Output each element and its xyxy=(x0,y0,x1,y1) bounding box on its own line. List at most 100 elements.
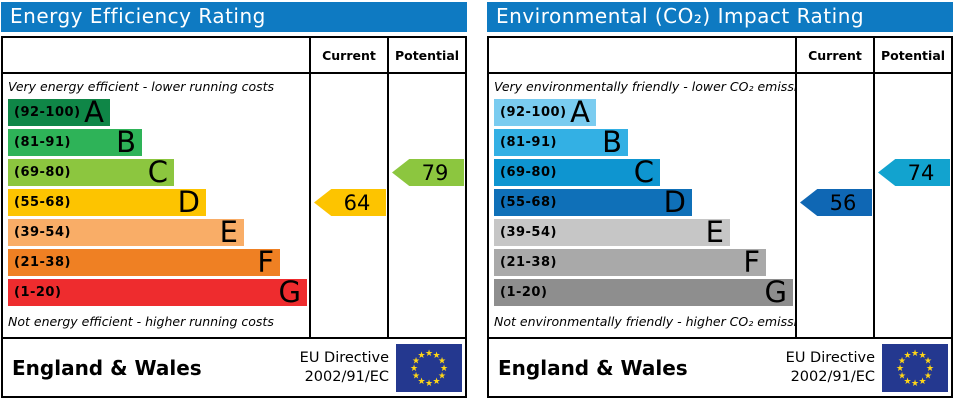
energy-bottom-caption: Not energy efficient - higher running co… xyxy=(8,314,274,329)
band-range-label: (1-20) xyxy=(500,285,548,300)
environmental-band-scale: Very environmentally friendly - lower CO… xyxy=(489,74,795,337)
band-row: (55-68) D xyxy=(494,188,795,217)
svg-text:★: ★ xyxy=(911,379,919,389)
environmental-band-c-bar: (69-80) C xyxy=(494,155,660,189)
band-row: (92-100) A xyxy=(8,95,309,129)
svg-text:★: ★ xyxy=(924,371,932,381)
energy-region-label: England & Wales xyxy=(12,355,202,380)
environmental-current-value: 56 xyxy=(829,190,857,215)
svg-text:★: ★ xyxy=(918,351,926,361)
band-range-label: (69-80) xyxy=(14,165,71,180)
energy-potential-column-header: Potential xyxy=(387,38,465,72)
energy-current-arrow: 64 xyxy=(314,189,386,216)
energy-potential-arrow: 79 xyxy=(392,159,464,186)
band-letter-label: B xyxy=(602,125,622,159)
eu-directive-line1: EU Directive xyxy=(785,349,875,366)
band-range-label: (81-91) xyxy=(14,135,71,150)
svg-text:★: ★ xyxy=(425,349,433,359)
band-row: (69-80) C xyxy=(494,155,795,189)
band-letter-label: F xyxy=(257,245,274,279)
band-row: (81-91) B xyxy=(494,125,795,159)
environmental-potential-value: 74 xyxy=(907,160,935,185)
band-range-label: (92-100) xyxy=(14,105,81,120)
environmental-current-column: 56 xyxy=(795,74,873,337)
band-row: (21-38) F xyxy=(494,245,795,279)
environmental-potential-arrow: 74 xyxy=(878,159,950,186)
energy-band-d-bar: (55-68) D xyxy=(8,185,206,219)
band-letter-label: A xyxy=(570,95,590,129)
svg-text:★: ★ xyxy=(903,377,911,387)
eu-flag-icon: ★ ★★ ★★★ ★★★ ★★★ xyxy=(882,343,948,392)
band-letter-label: E xyxy=(219,215,238,249)
energy-eu-directive-label: EU Directive 2002/91/EC xyxy=(300,349,396,387)
environmental-potential-column-header: Potential xyxy=(873,38,951,72)
band-range-label: (1-20) xyxy=(14,285,62,300)
environmental-band-b-bar: (81-91) B xyxy=(494,125,628,159)
band-letter-label: D xyxy=(177,185,200,219)
svg-text:★: ★ xyxy=(417,377,425,387)
environmental-impact-chart: Environmental (CO₂) Impact Rating Curren… xyxy=(487,2,953,398)
svg-text:★: ★ xyxy=(898,371,906,381)
energy-band-g-bar: (1-20) G xyxy=(8,275,307,309)
environmental-current-column-header: Current xyxy=(795,38,873,72)
eu-directive-line2: 2002/91/EC xyxy=(304,368,389,385)
band-row: (39-54) E xyxy=(8,215,309,249)
environmental-eu-directive-label: EU Directive 2002/91/EC xyxy=(786,349,882,387)
eu-directive-line2: 2002/91/EC xyxy=(790,368,875,385)
band-row: (1-20) G xyxy=(494,275,795,309)
svg-text:★: ★ xyxy=(412,356,420,366)
energy-band-a-bar: (92-100) A xyxy=(8,95,110,129)
band-letter-label: F xyxy=(743,245,760,279)
environmental-band-d-bar: (55-68) D xyxy=(494,188,692,217)
environmental-header-row: Current Potential xyxy=(489,38,951,74)
energy-header-row: Current Potential xyxy=(3,38,465,74)
band-range-label: (21-38) xyxy=(14,255,71,270)
environmental-band-e-bar: (39-54) E xyxy=(494,215,730,249)
band-range-label: (92-100) xyxy=(500,105,567,120)
energy-header-spacer xyxy=(3,38,309,72)
svg-text:★: ★ xyxy=(410,364,418,374)
energy-body-row: Very energy efficient - lower running co… xyxy=(3,74,465,337)
svg-text:★: ★ xyxy=(926,364,934,374)
svg-text:★: ★ xyxy=(924,356,932,366)
energy-potential-value: 79 xyxy=(421,160,449,185)
environmental-band-g-bar: (1-20) G xyxy=(494,275,793,309)
svg-text:★: ★ xyxy=(425,379,433,389)
energy-footer: England & Wales EU Directive 2002/91/EC … xyxy=(3,337,465,396)
environmental-chart-title: Environmental (CO₂) Impact Rating xyxy=(487,2,953,32)
svg-text:★: ★ xyxy=(896,364,904,374)
environmental-bottom-caption: Not environmentally friendly - higher CO… xyxy=(494,314,795,329)
environmental-band-f-bar: (21-38) F xyxy=(494,245,766,279)
band-row: (21-38) F xyxy=(8,245,309,279)
svg-text:★: ★ xyxy=(440,364,448,374)
environmental-region-label: England & Wales xyxy=(498,355,688,380)
band-range-label: (39-54) xyxy=(500,225,557,240)
band-range-label: (81-91) xyxy=(500,135,557,150)
energy-current-column: 64 xyxy=(309,74,387,337)
svg-text:★: ★ xyxy=(903,351,911,361)
energy-band-c-bar: (69-80) C xyxy=(8,155,174,189)
band-range-label: (21-38) xyxy=(500,255,557,270)
band-letter-label: B xyxy=(116,125,136,159)
band-letter-label: C xyxy=(633,155,654,189)
energy-current-column-header: Current xyxy=(309,38,387,72)
environmental-top-caption: Very environmentally friendly - lower CO… xyxy=(494,79,795,94)
svg-text:★: ★ xyxy=(432,351,440,361)
band-letter-label: C xyxy=(147,155,168,189)
svg-text:★: ★ xyxy=(911,349,919,359)
energy-band-f-bar: (21-38) F xyxy=(8,245,280,279)
energy-chart-title: Energy Efficiency Rating xyxy=(1,2,467,32)
svg-text:★: ★ xyxy=(417,351,425,361)
svg-text:★: ★ xyxy=(438,356,446,366)
band-letter-label: E xyxy=(705,215,724,249)
band-row: (92-100) A xyxy=(494,95,795,129)
band-row: (1-20) G xyxy=(8,275,309,309)
eu-flag-icon: ★ ★★ ★★★ ★★★ ★★★ xyxy=(396,343,462,392)
band-letter-label: A xyxy=(84,95,104,129)
band-row: (55-68) D xyxy=(8,185,309,219)
band-letter-label: G xyxy=(764,275,787,309)
band-letter-label: G xyxy=(278,275,301,309)
svg-text:★: ★ xyxy=(918,377,926,387)
energy-efficiency-chart: Energy Efficiency Rating Current Potenti… xyxy=(1,2,467,398)
